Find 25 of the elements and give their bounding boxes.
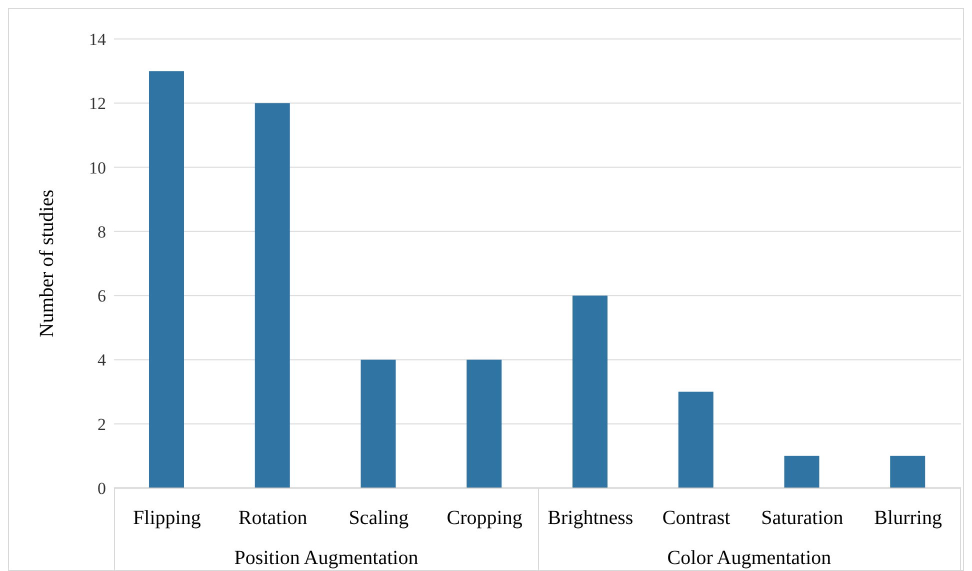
bar [890, 456, 926, 488]
x-tick-label: Saturation [761, 507, 844, 530]
y-tick-label: 0 [98, 479, 106, 498]
y-axis-title: Number of studies [36, 189, 58, 338]
bar [360, 360, 396, 488]
x-tick-label: Scaling [348, 507, 409, 530]
x-tick-label: Brightness [548, 507, 634, 530]
bar [678, 392, 714, 488]
y-tick-label: 6 [98, 286, 106, 306]
bar [254, 103, 290, 488]
y-tick-label: 14 [89, 30, 106, 50]
x-tick-label: Blurring [874, 507, 942, 530]
y-tick-label: 12 [89, 94, 106, 114]
y-tick-label: 8 [98, 222, 106, 242]
bar [149, 71, 184, 488]
x-tick-label: Contrast [662, 507, 731, 530]
bar [466, 360, 502, 488]
x-tick-label: Rotation [238, 507, 308, 530]
x-tick-label: Cropping [446, 507, 522, 530]
x-tick-label: Flipping [133, 507, 201, 530]
bar [784, 456, 820, 488]
bar [572, 296, 608, 488]
y-tick-label: 10 [89, 158, 106, 178]
y-tick-label: 2 [98, 414, 106, 434]
y-tick-label: 4 [98, 350, 106, 370]
